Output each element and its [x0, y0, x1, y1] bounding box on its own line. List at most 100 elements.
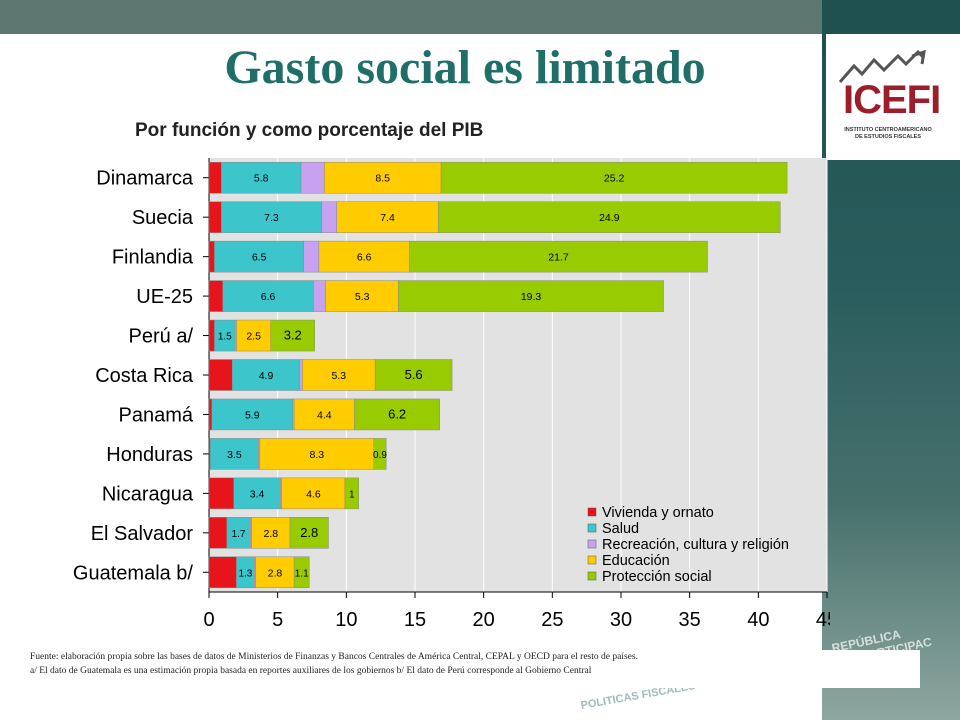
top-banner [0, 0, 822, 34]
bar-segment [289, 517, 329, 549]
stacked-bar-chart: 0 5 10 15 20 25 30 35 40 45 Dinamarca 5.8 8.5 25.2 Sue… [73, 158, 830, 631]
bar-segment [236, 319, 272, 352]
data-label: 5.9 [245, 409, 260, 421]
bar-segment [373, 438, 387, 470]
category-label: Honduras [106, 444, 193, 466]
bar-segment [293, 556, 310, 589]
bar-segment [293, 398, 355, 431]
bar-segment [270, 319, 315, 352]
bar-segment [325, 280, 399, 312]
data-label: 1 [349, 489, 355, 500]
bar-segment [302, 359, 376, 391]
category-label: Panamá [119, 404, 194, 426]
bar-segment [336, 201, 439, 233]
data-label: 24.9 [599, 212, 620, 224]
category-label: UE-25 [136, 286, 193, 308]
data-label: 2.8 [263, 528, 278, 540]
legend-swatch [587, 571, 597, 581]
data-label: 1.5 [218, 332, 232, 343]
bar-segment [208, 240, 215, 273]
bar-segment [313, 280, 326, 312]
legend-label: Protección social [602, 569, 712, 585]
data-label: 7.4 [380, 212, 395, 224]
legend-label: Salud [602, 521, 639, 537]
bar-segment [208, 161, 222, 194]
data-label: 6.2 [388, 406, 406, 421]
bar-segment [208, 556, 237, 589]
data-label: 19.3 [521, 291, 542, 303]
data-label: 2.5 [246, 331, 261, 343]
data-label: 25.2 [604, 173, 625, 185]
category-label: Nicaragua [102, 483, 194, 505]
bar-segment [211, 398, 294, 431]
data-label: 4.9 [259, 370, 274, 382]
x-tick-label: 25 [541, 609, 563, 631]
x-tick-label: 35 [679, 609, 701, 631]
category-label: El Salvador [91, 523, 194, 545]
legend-label: Recreación, cultura y religión [602, 537, 789, 553]
category-label: Perú a/ [129, 326, 194, 348]
bar-segment [221, 161, 302, 194]
data-label: 1.3 [238, 568, 252, 579]
icefi-logo [826, 34, 960, 160]
bar-segment [208, 319, 215, 352]
bar-segment [208, 280, 223, 312]
data-label: 3.5 [227, 449, 242, 461]
bar-segment [208, 201, 222, 233]
footnote-box: Fuente: elaboración propia sobre las bas… [30, 650, 920, 688]
data-label: 6.5 [252, 252, 267, 264]
footnote-notes: a/ El dato de Guatemala es una estimació… [30, 666, 592, 676]
bar-segment [344, 477, 359, 510]
bar-segment [354, 398, 440, 431]
bar-segment [321, 201, 337, 233]
x-tick-label: 45 [816, 609, 830, 631]
logo-subtitle: INSTITUTO CENTROAMERICANO DE ESTUDIOS FI… [844, 127, 932, 140]
legend-swatch [587, 507, 597, 517]
x-tick-label: 40 [747, 609, 769, 631]
data-label: 5.8 [254, 173, 269, 185]
x-tick-label: 20 [473, 609, 495, 631]
bar-segment [208, 359, 233, 391]
bar-segment [300, 161, 325, 194]
data-label: 1.7 [232, 529, 246, 540]
x-tick-label: 0 [203, 609, 214, 631]
data-label: 6.6 [261, 291, 276, 303]
x-tick-label: 5 [272, 609, 283, 631]
bar-segment [208, 477, 234, 510]
bar-segment [208, 398, 212, 431]
data-label: 5.3 [331, 370, 346, 382]
data-label: 4.6 [306, 488, 321, 500]
bar-segment [221, 201, 322, 233]
data-label: 4.4 [317, 409, 332, 421]
bar-segment [214, 240, 305, 273]
bar-segment [208, 517, 228, 549]
bar-segment [259, 438, 375, 470]
legend-label: Educación [602, 553, 670, 569]
data-label: 21.7 [548, 252, 569, 264]
category-label: Suecia [132, 207, 194, 229]
chart-subtitle: Por función y como porcentaje del PIB [135, 120, 484, 141]
bar-segment [232, 359, 300, 391]
data-label: 5.6 [405, 367, 423, 382]
data-label: 6.6 [357, 252, 372, 264]
category-label: Dinamarca [96, 168, 194, 190]
x-tick-label: 15 [404, 609, 426, 631]
legend-label: Vivienda y ornato [602, 505, 714, 521]
bar-segment [299, 359, 303, 391]
bar-segment [374, 359, 453, 391]
bar-segment [409, 240, 708, 273]
mountain-logo-icon [838, 49, 926, 83]
bar-segment [318, 240, 410, 273]
logo-name: ICEFI [843, 78, 941, 122]
x-tick-label: 10 [335, 609, 357, 631]
category-label: Finlandia [112, 247, 194, 269]
data-label: 3.4 [250, 488, 265, 500]
legend-swatch [587, 523, 597, 533]
data-label: 2.8 [268, 567, 283, 579]
page-title: Gasto social es limitado [224, 41, 706, 94]
bar-segment [440, 161, 788, 194]
data-label: 3.2 [284, 328, 302, 343]
bar-segment [398, 280, 664, 312]
data-label: 5.3 [355, 291, 370, 303]
data-label: 1.1 [295, 568, 309, 579]
